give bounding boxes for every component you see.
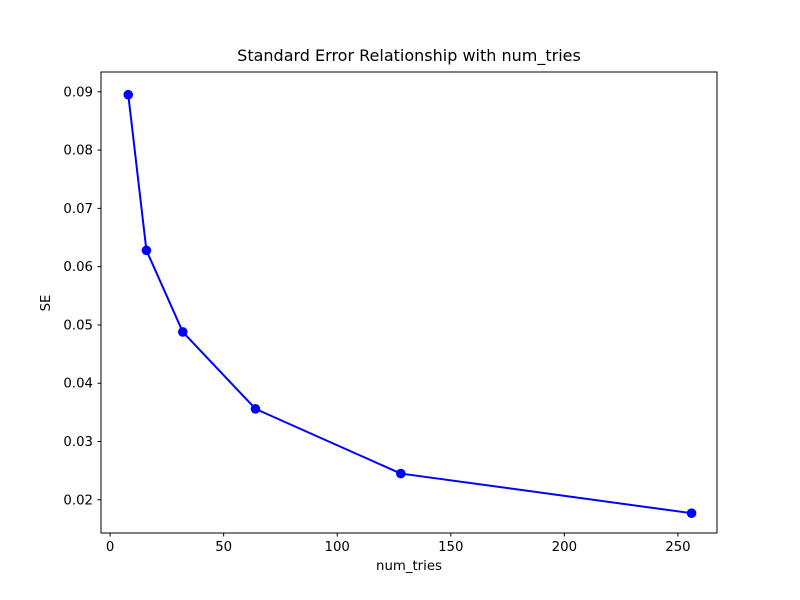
x-tick-label: 100 (325, 540, 350, 555)
x-tick-label: 50 (215, 540, 232, 555)
x-tick-label: 0 (106, 540, 114, 555)
y-tick-label: 0.09 (63, 85, 93, 100)
y-tick-label: 0.04 (63, 377, 93, 392)
data-point-marker (141, 245, 152, 256)
data-point-marker (123, 89, 134, 100)
x-tick-label: 150 (438, 540, 463, 555)
data-point-marker (250, 404, 261, 414)
y-tick-label: 0.03 (63, 435, 93, 450)
y-tick-label: 0.02 (63, 493, 93, 508)
y-tick-label: 0.06 (63, 260, 93, 275)
chart-title: Standard Error Relationship with num_tri… (237, 46, 581, 65)
x-tick-label: 200 (552, 540, 577, 555)
y-axis-label: SE (38, 294, 54, 312)
data-point-marker (686, 508, 697, 518)
x-tick-label: 250 (665, 540, 690, 555)
x-axis-label: num_tries (376, 559, 442, 574)
y-tick-label: 0.07 (63, 202, 93, 217)
data-line (127, 93, 693, 515)
data-point-marker (177, 327, 188, 337)
y-tick-label: 0.08 (63, 144, 93, 159)
data-point-marker (396, 468, 406, 479)
y-tick-label: 0.05 (63, 318, 93, 333)
axes-box (100, 71, 718, 534)
